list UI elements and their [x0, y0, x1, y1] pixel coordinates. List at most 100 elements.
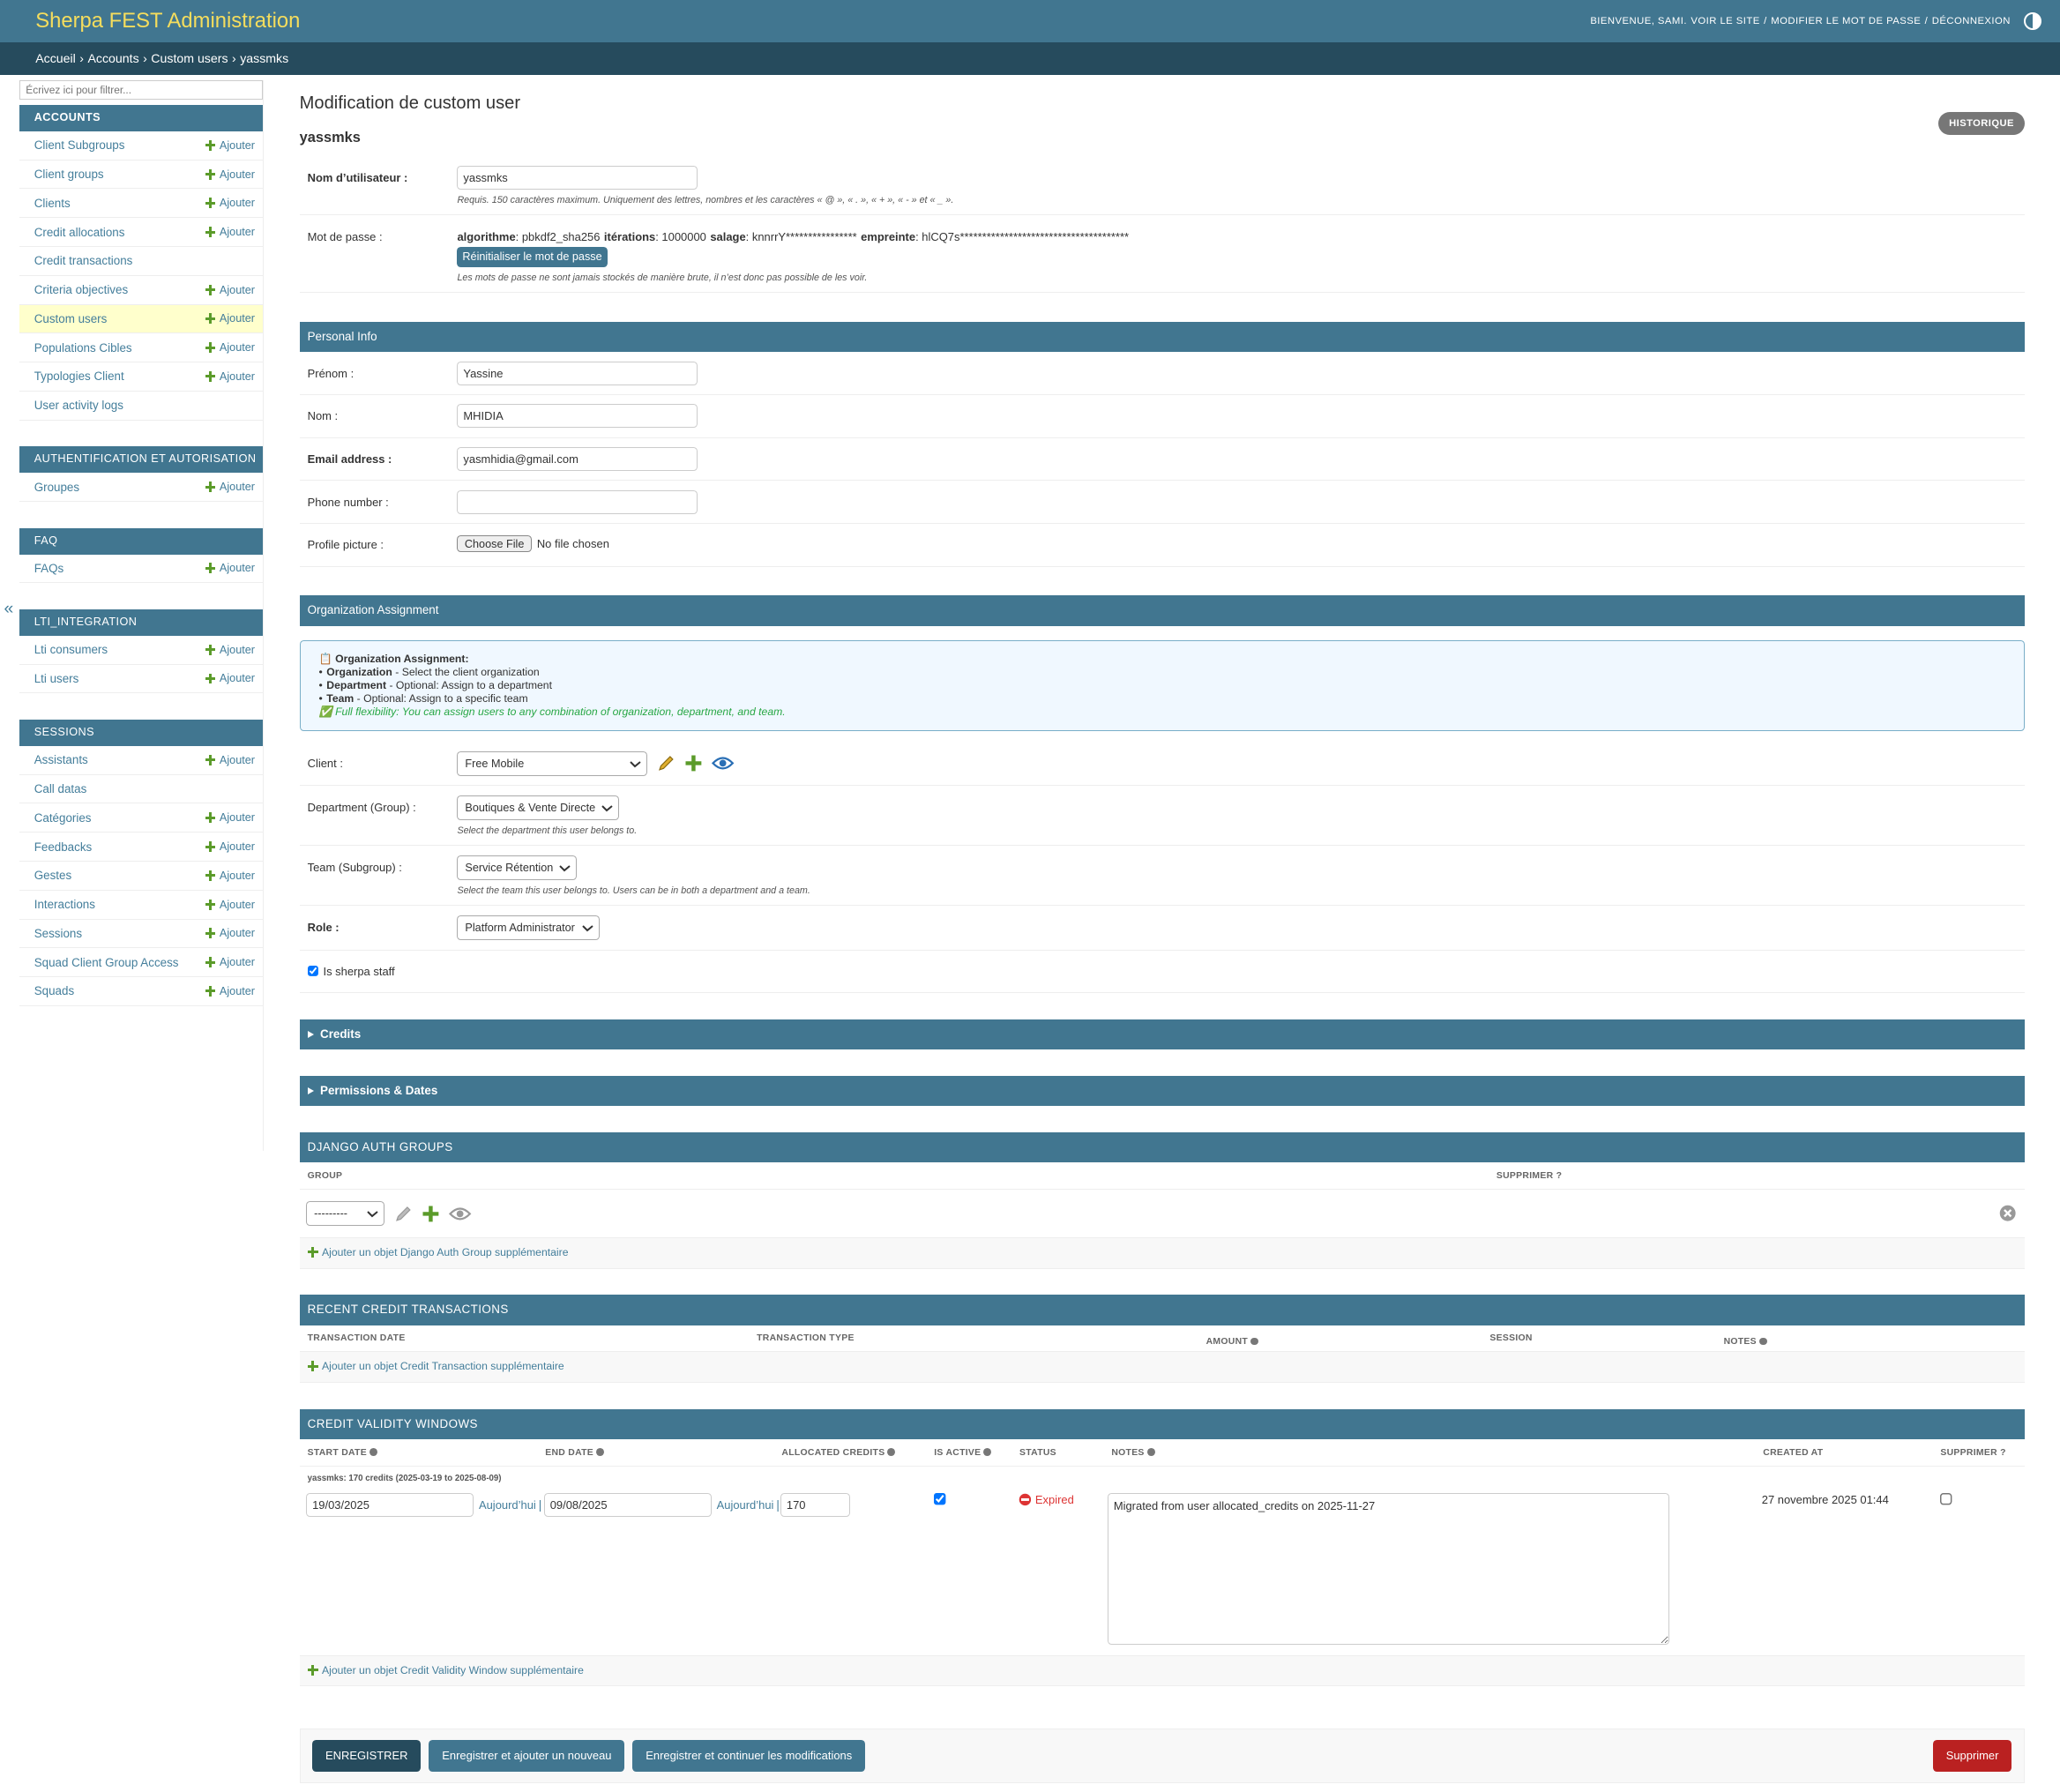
- add-link[interactable]: Ajouter: [205, 644, 255, 656]
- model-link[interactable]: Criteria objectives: [34, 283, 129, 297]
- add-inline-link[interactable]: Ajouter un objet Django Auth Group suppl…: [307, 1246, 568, 1258]
- select[interactable]: ---------: [306, 1200, 385, 1227]
- delete-button[interactable]: Supprimer: [1932, 1740, 2012, 1772]
- save-add-button[interactable]: Enregistrer et ajouter un nouveau: [429, 1740, 625, 1772]
- select[interactable]: Boutiques & Vente Directe: [457, 795, 620, 821]
- separator: ›: [232, 51, 236, 66]
- model-link[interactable]: Gestes: [34, 869, 72, 883]
- add-link[interactable]: Ajouter: [205, 811, 255, 824]
- add-link[interactable]: Ajouter: [205, 370, 255, 383]
- hash-value: : pbkdf2_sha256: [515, 229, 601, 243]
- history-button[interactable]: HISTORIQUE: [1938, 111, 2025, 136]
- date-input[interactable]: [543, 1493, 712, 1518]
- text-input[interactable]: [457, 489, 698, 514]
- model-link[interactable]: Catégories: [34, 810, 92, 825]
- model-link[interactable]: Sessions: [34, 926, 83, 940]
- add-inline-link[interactable]: Ajouter un objet Credit Transaction supp…: [307, 1360, 564, 1372]
- text-input[interactable]: [457, 447, 698, 471]
- select[interactable]: Service Rétention: [457, 855, 578, 881]
- add-link[interactable]: Ajouter: [205, 840, 255, 853]
- model-link[interactable]: Lti users: [34, 671, 79, 685]
- model-link[interactable]: Custom users: [34, 311, 108, 325]
- add-link[interactable]: Ajouter: [205, 168, 255, 181]
- add-link[interactable]: Ajouter: [205, 899, 255, 911]
- site-title[interactable]: Sherpa FEST Administration: [35, 8, 301, 33]
- field: [457, 404, 2016, 429]
- model-link[interactable]: Lti consumers: [34, 643, 108, 657]
- add-label: Ajouter: [219, 840, 256, 854]
- model-link[interactable]: Squads: [34, 984, 75, 998]
- user-tool-link[interactable]: VOIR LE SITE: [1691, 15, 1760, 26]
- text-input[interactable]: [457, 404, 698, 429]
- select[interactable]: Free Mobile: [457, 750, 648, 776]
- collapse-sidebar[interactable]: «: [4, 599, 14, 619]
- model-link[interactable]: Assistants: [34, 753, 88, 767]
- user-tool-link[interactable]: DÉCONNEXION: [1931, 15, 2011, 26]
- today-link[interactable]: Aujourd’hui: [716, 1498, 774, 1512]
- add-link[interactable]: Ajouter: [205, 754, 255, 766]
- fieldset-caption[interactable]: Permissions & Dates: [299, 1076, 2025, 1107]
- add-link[interactable]: Ajouter: [205, 562, 255, 574]
- model-link[interactable]: Credit transactions: [34, 254, 133, 268]
- add-link[interactable]: Ajouter: [205, 672, 255, 684]
- breadcrumb[interactable]: Accounts: [87, 51, 139, 66]
- add-link[interactable]: Ajouter: [205, 341, 255, 354]
- add-link[interactable]: Ajouter: [205, 139, 255, 152]
- add-link[interactable]: Ajouter: [205, 284, 255, 296]
- add-link[interactable]: Ajouter: [205, 985, 255, 997]
- model-row: Credit allocations Ajouter: [19, 218, 263, 248]
- app-caption[interactable]: SESSIONS: [19, 720, 263, 746]
- add-link[interactable]: Ajouter: [205, 312, 255, 325]
- select[interactable]: Platform Administrator: [457, 915, 601, 941]
- model-link[interactable]: Client Subgroups: [34, 138, 125, 153]
- app-caption[interactable]: LTI_INTEGRATION: [19, 609, 263, 636]
- choose-file-button[interactable]: Choose File: [457, 535, 532, 553]
- model-link[interactable]: Typologies Client: [34, 370, 124, 384]
- save-button[interactable]: ENREGISTRER: [312, 1740, 422, 1772]
- theme-toggle[interactable]: [2023, 11, 2042, 31]
- filter-input[interactable]: [19, 79, 263, 101]
- user-tool-link[interactable]: MODIFIER LE MOT DE PASSE: [1771, 15, 1922, 26]
- model-link[interactable]: Populations Cibles: [34, 340, 132, 355]
- inline-caption: DJANGO AUTH GROUPS: [299, 1132, 2025, 1163]
- add-link[interactable]: Ajouter: [205, 870, 255, 882]
- model-link[interactable]: Groupes: [34, 480, 80, 494]
- add-link[interactable]: Ajouter: [205, 481, 255, 493]
- add-link[interactable]: Ajouter: [205, 197, 255, 209]
- model-link[interactable]: Feedbacks: [34, 840, 93, 854]
- app-caption[interactable]: AUTHENTIFICATION ET AUTORISATION: [19, 446, 263, 474]
- model-link[interactable]: Interactions: [34, 898, 95, 912]
- app-caption[interactable]: ACCOUNTS: [19, 105, 263, 131]
- reset-password-button[interactable]: Réinitialiser le mot de passe: [457, 246, 608, 267]
- add-link[interactable]: Ajouter: [205, 956, 255, 968]
- today-link[interactable]: Aujourd’hui: [478, 1498, 536, 1512]
- notes-textarea[interactable]: [1107, 1493, 1670, 1645]
- model-link[interactable]: Clients: [34, 196, 71, 210]
- text-input[interactable]: [457, 165, 698, 190]
- model-link[interactable]: Call datas: [34, 782, 87, 796]
- fieldset-caption[interactable]: Credits: [299, 1019, 2025, 1050]
- add-link[interactable]: Ajouter: [205, 226, 255, 238]
- add-link[interactable]: Ajouter: [205, 927, 255, 939]
- breadcrumb[interactable]: Accueil: [35, 51, 76, 66]
- credits-input[interactable]: [780, 1493, 850, 1518]
- model-link[interactable]: Client groups: [34, 168, 104, 182]
- checkbox[interactable]: [307, 965, 320, 978]
- model-link[interactable]: Squad Client Group Access: [34, 955, 179, 969]
- save-continue-button[interactable]: Enregistrer et continuer les modificatio…: [632, 1740, 866, 1772]
- checkbox[interactable]: [934, 1493, 946, 1505]
- model-link[interactable]: FAQs: [34, 561, 64, 575]
- delete-row[interactable]: [1999, 1205, 2017, 1221]
- text-input[interactable]: [457, 361, 698, 385]
- fieldset: Organization Assignment 📋 Organization As…: [299, 595, 2025, 994]
- breadcrumb[interactable]: Custom users: [151, 51, 228, 66]
- select-wrap: Service Rétention: [457, 855, 2016, 881]
- model-link[interactable]: User activity logs: [34, 399, 123, 413]
- model-link[interactable]: Credit allocations: [34, 225, 125, 239]
- column-header: ALLOCATED CREDITS: [773, 1448, 926, 1458]
- app-caption[interactable]: FAQ: [19, 527, 263, 555]
- delete-checkbox[interactable]: [1940, 1493, 1952, 1505]
- add-inline-link[interactable]: Ajouter un objet Credit Validity Window …: [307, 1664, 584, 1676]
- date-input[interactable]: [306, 1493, 474, 1518]
- add-icon: [205, 139, 216, 151]
